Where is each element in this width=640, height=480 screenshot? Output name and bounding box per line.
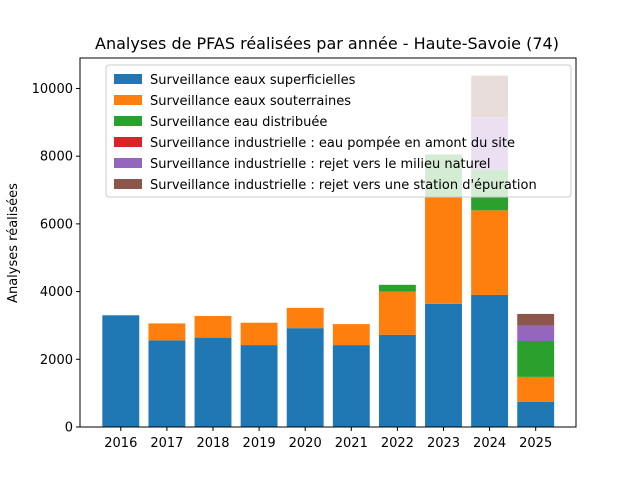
bar-2019-series-1 bbox=[240, 322, 278, 346]
x-tick-label-2018: 2018 bbox=[196, 436, 229, 451]
bar-2022-series-2 bbox=[378, 284, 416, 292]
chart-title: Analyses de PFAS réalisées par année - H… bbox=[95, 34, 559, 53]
x-tick-label-2024: 2024 bbox=[473, 436, 506, 451]
legend-label-1: Surveillance eaux souterraines bbox=[150, 94, 351, 109]
x-tick-label-2025: 2025 bbox=[519, 436, 552, 451]
bar-2024-series-1 bbox=[471, 210, 509, 295]
legend: Surveillance eaux superficielles Surveill… bbox=[105, 64, 572, 198]
x-tick-label-2020: 2020 bbox=[289, 436, 322, 451]
x-tick-label-2023: 2023 bbox=[427, 436, 460, 451]
axes-layer: 0 2000 4000 6000 8000 10000 2016 2017 2018 2019 20… bbox=[32, 57, 577, 451]
x-tick-label-2019: 2019 bbox=[243, 436, 276, 451]
x-tick-label-2022: 2022 bbox=[381, 436, 414, 451]
y-tick-label-6000: 6000 bbox=[40, 217, 73, 232]
bar-2017-series-0 bbox=[148, 340, 186, 427]
x-tick-label-2016: 2016 bbox=[104, 436, 137, 451]
bar-2025-series-2 bbox=[517, 341, 555, 377]
bar-2020-series-1 bbox=[286, 307, 324, 329]
legend-label-5: Surveillance industrielle : rejet vers u… bbox=[150, 178, 537, 193]
bar-2025-series-1 bbox=[517, 376, 555, 402]
bar-2016-series-0 bbox=[102, 315, 140, 427]
legend-label-2: Surveillance eau distribuée bbox=[150, 115, 327, 130]
bar-2025-series-4 bbox=[517, 325, 555, 342]
legend-swatch-3 bbox=[114, 137, 142, 147]
bar-2017-series-1 bbox=[148, 323, 186, 341]
y-tick-label-10000: 10000 bbox=[32, 82, 73, 97]
bar-2023-series-1 bbox=[425, 196, 462, 304]
legend-box bbox=[105, 64, 572, 198]
bar-2025-series-0 bbox=[517, 401, 555, 427]
bar-2019-series-0 bbox=[240, 345, 278, 427]
bar-2020-series-0 bbox=[286, 328, 324, 427]
bar-2018-series-0 bbox=[194, 337, 232, 427]
legend-label-3: Surveillance industrielle : eau pompée e… bbox=[150, 136, 515, 151]
plot-frame bbox=[79, 57, 577, 428]
y-tick-label-2000: 2000 bbox=[40, 353, 73, 368]
x-tick-label-2017: 2017 bbox=[150, 436, 183, 451]
legend-swatch-4 bbox=[114, 158, 142, 168]
bar-2024-series-0 bbox=[471, 294, 509, 427]
y-tick-label-4000: 4000 bbox=[40, 285, 73, 300]
legend-swatch-2 bbox=[114, 116, 142, 126]
legend-swatch-1 bbox=[114, 95, 142, 105]
y-tick-label-8000: 8000 bbox=[40, 150, 73, 165]
bar-2022-series-1 bbox=[378, 291, 416, 335]
bar-2025-series-5 bbox=[517, 313, 555, 326]
legend-swatch-5 bbox=[114, 179, 142, 189]
x-tick-label-2021: 2021 bbox=[335, 436, 368, 451]
legend-swatch-0 bbox=[114, 74, 142, 84]
bar-2022-series-0 bbox=[378, 334, 416, 427]
y-axis-label: Analyses réalisées bbox=[6, 183, 21, 303]
bar-2021-series-0 bbox=[332, 345, 370, 427]
bar-2023-series-0 bbox=[425, 303, 462, 427]
bar-2018-series-1 bbox=[194, 315, 232, 338]
legend-label-0: Surveillance eaux superficielles bbox=[150, 73, 356, 88]
bars-layer bbox=[102, 75, 555, 427]
legend-label-4: Surveillance industrielle : rejet vers l… bbox=[150, 157, 491, 172]
y-tick-label-0: 0 bbox=[65, 421, 73, 436]
bar-2021-series-1 bbox=[332, 324, 370, 346]
